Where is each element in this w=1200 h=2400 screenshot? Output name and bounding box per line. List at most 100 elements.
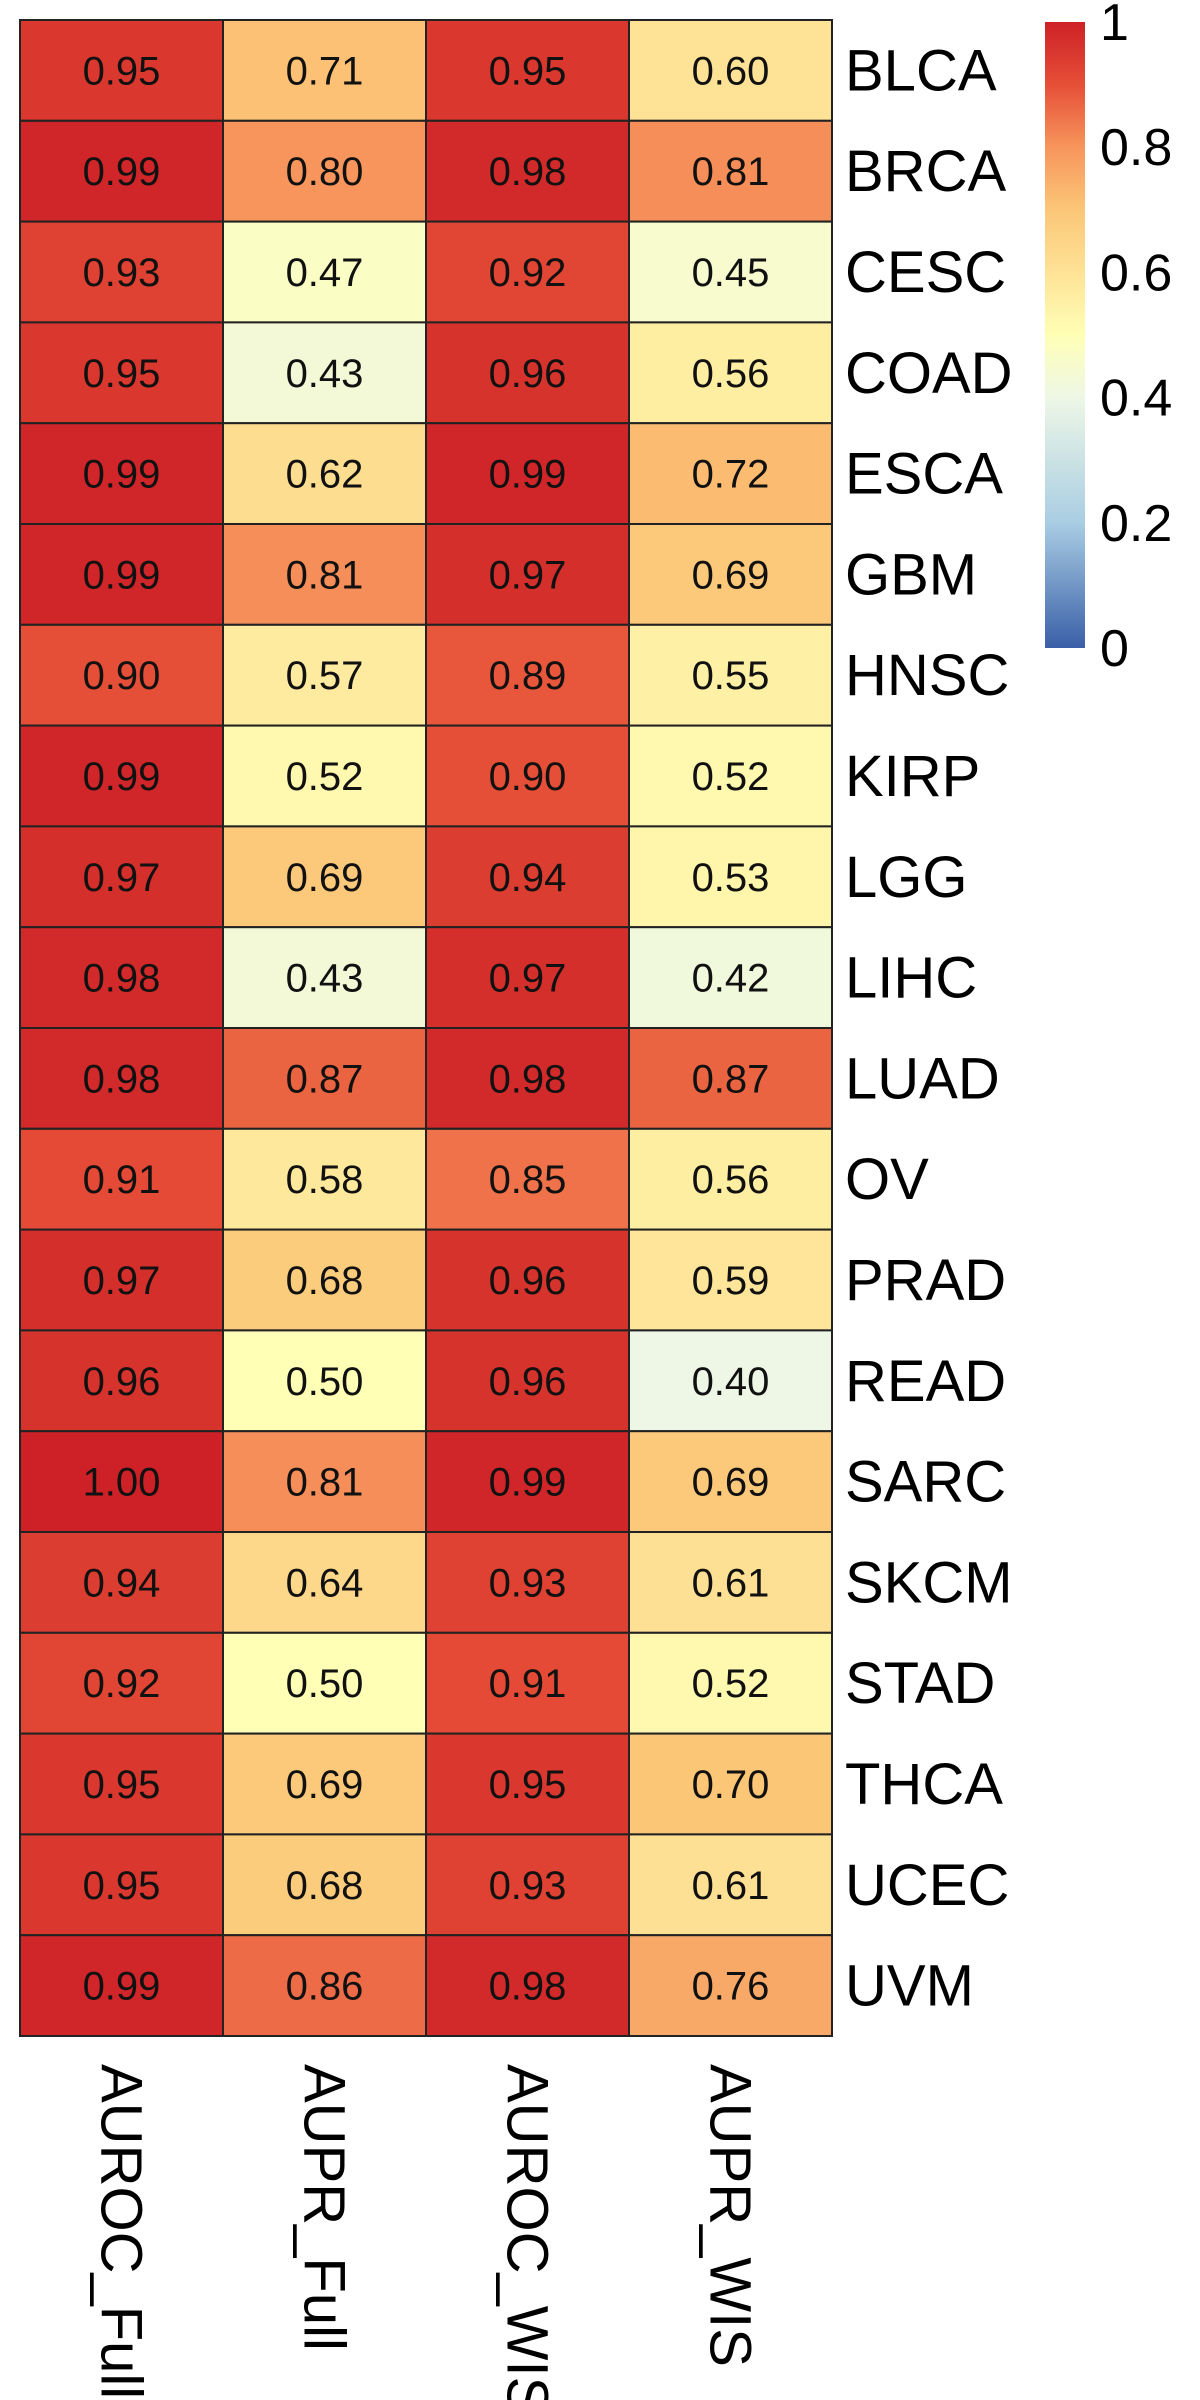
heatmap-cell xyxy=(425,1329,630,1433)
heatmap-cell xyxy=(19,1833,224,1937)
row-label: LGG xyxy=(845,845,968,910)
heatmap-cell xyxy=(19,623,224,727)
row-label: UCEC xyxy=(845,1853,1009,1918)
heatmap-cell xyxy=(628,1833,833,1937)
row-label: COAD xyxy=(845,341,1013,406)
heatmap-cell xyxy=(222,321,427,425)
cell-value-label: 0.99 xyxy=(83,1965,161,2009)
cell-value-label: 0.59 xyxy=(692,1259,770,1303)
cell-value-label: 0.95 xyxy=(489,1763,567,1807)
row-label: BRCA xyxy=(845,139,1006,204)
color-legend: 0 0.2 0.4 0.6 0.8 1 xyxy=(1045,0,1172,678)
cell-value-label: 0.76 xyxy=(692,1965,770,2009)
cell-value-label: 0.56 xyxy=(692,1158,770,1202)
heatmap-cell xyxy=(425,422,630,526)
cell-value-label: 0.69 xyxy=(692,1461,770,1505)
cell-value-label: 0.96 xyxy=(489,352,567,396)
column-labels: AUROC_Full AUPR_Full AUROC_WIS AUPR_WIS xyxy=(89,2064,763,2400)
column-label: AUROC_Full xyxy=(89,2064,154,2399)
heatmap-cell xyxy=(19,523,224,626)
heatmap-cell xyxy=(19,19,224,122)
heatmap-cell xyxy=(425,724,630,828)
cell-value-label: 0.85 xyxy=(489,1158,567,1202)
heatmap-cell xyxy=(425,19,630,122)
cell-value-label: 0.99 xyxy=(489,1461,567,1505)
heatmap-cell xyxy=(222,1127,427,1231)
cell-value-label: 0.99 xyxy=(83,453,161,497)
cell-value-label: 0.94 xyxy=(489,856,567,900)
row-label: BLCA xyxy=(845,38,997,103)
heatmap-cell xyxy=(628,1329,833,1433)
cell-value-label: 0.68 xyxy=(286,1259,364,1303)
cell-value-label: 0.60 xyxy=(692,49,770,93)
legend-tick-label: 0.2 xyxy=(1100,495,1172,553)
cell-value-label: 0.69 xyxy=(286,1763,364,1807)
cell-value-label: 0.52 xyxy=(286,755,364,799)
cell-value-label: 0.93 xyxy=(489,1561,567,1605)
heatmap-cell xyxy=(222,1329,427,1433)
cell-value-label: 0.87 xyxy=(692,1057,770,1101)
heatmap-cell xyxy=(628,321,833,425)
heatmap-cell xyxy=(628,1732,833,1836)
heatmap-cell xyxy=(425,1934,630,2037)
cell-value-label: 0.69 xyxy=(286,856,364,900)
heatmap-cell xyxy=(425,1228,630,1332)
heatmap-cell xyxy=(628,1631,833,1735)
cell-value-label: 0.50 xyxy=(286,1662,364,1706)
legend-tick-label: 0.8 xyxy=(1100,119,1172,177)
heatmap-cell xyxy=(222,926,427,1030)
legend-tick-label: 0 xyxy=(1100,620,1129,678)
cell-value-label: 0.95 xyxy=(83,1864,161,1908)
legend-color-bar xyxy=(1045,22,1085,648)
heatmap-cell xyxy=(628,523,833,626)
heatmap-cell xyxy=(19,926,224,1030)
row-label: HNSC xyxy=(845,643,1009,708)
cell-value-label: 0.62 xyxy=(286,453,364,497)
heatmap-cell xyxy=(19,1531,224,1634)
heatmap-cell xyxy=(222,1732,427,1836)
heatmap-cell xyxy=(628,623,833,727)
cell-value-label: 0.71 xyxy=(286,49,364,93)
cell-value-label: 0.64 xyxy=(286,1561,364,1605)
cell-value-label: 0.80 xyxy=(286,150,364,194)
cell-value-label: 0.95 xyxy=(83,352,161,396)
heatmap-cells: 0.95 0.71 0.95 0.60 0.99 0.80 0.98 0.81 0.93 0.47… xyxy=(19,19,833,2037)
heatmap-cell xyxy=(425,1027,630,1130)
cell-value-label: 0.98 xyxy=(489,1965,567,2009)
heatmap-cell xyxy=(425,1631,630,1735)
cell-value-label: 0.94 xyxy=(83,1561,161,1605)
heatmap-cell xyxy=(222,19,427,122)
heatmap-cell xyxy=(628,1027,833,1130)
row-label: THCA xyxy=(845,1752,1003,1817)
heatmap-cell xyxy=(222,1027,427,1130)
cell-value-label: 0.96 xyxy=(83,1360,161,1404)
cell-value-label: 0.69 xyxy=(692,553,770,597)
cell-value-label: 0.99 xyxy=(83,755,161,799)
cell-value-label: 0.47 xyxy=(286,251,364,295)
cell-value-label: 0.91 xyxy=(83,1158,161,1202)
row-labels: BLCA BRCA CESC COAD ESCA GBM HNSC KIRP LGG LIHC LU… xyxy=(845,38,1013,2018)
cell-value-label: 0.53 xyxy=(692,856,770,900)
cell-value-label: 0.81 xyxy=(286,553,364,597)
cell-value-label: 0.89 xyxy=(489,654,567,698)
cell-value-label: 0.93 xyxy=(489,1864,567,1908)
cell-value-label: 0.42 xyxy=(692,957,770,1001)
cell-value-label: 0.50 xyxy=(286,1360,364,1404)
cell-value-label: 0.99 xyxy=(489,453,567,497)
heatmap-cell xyxy=(628,1934,833,2037)
row-label: LIHC xyxy=(845,946,977,1011)
heatmap-cell xyxy=(628,19,833,122)
cell-value-label: 0.90 xyxy=(83,654,161,698)
cell-value-label: 1.00 xyxy=(83,1461,161,1505)
cell-value-label: 0.87 xyxy=(286,1057,364,1101)
heatmap-cell xyxy=(628,1228,833,1332)
cell-value-label: 0.97 xyxy=(489,957,567,1001)
heatmap-cell xyxy=(628,422,833,526)
column-label: AUPR_WIS xyxy=(698,2064,763,2367)
heatmap-cell xyxy=(19,1934,224,2037)
row-label: ESCA xyxy=(845,442,1003,507)
cell-value-label: 0.93 xyxy=(83,251,161,295)
cell-value-label: 0.96 xyxy=(489,1259,567,1303)
heatmap-cell xyxy=(222,422,427,526)
